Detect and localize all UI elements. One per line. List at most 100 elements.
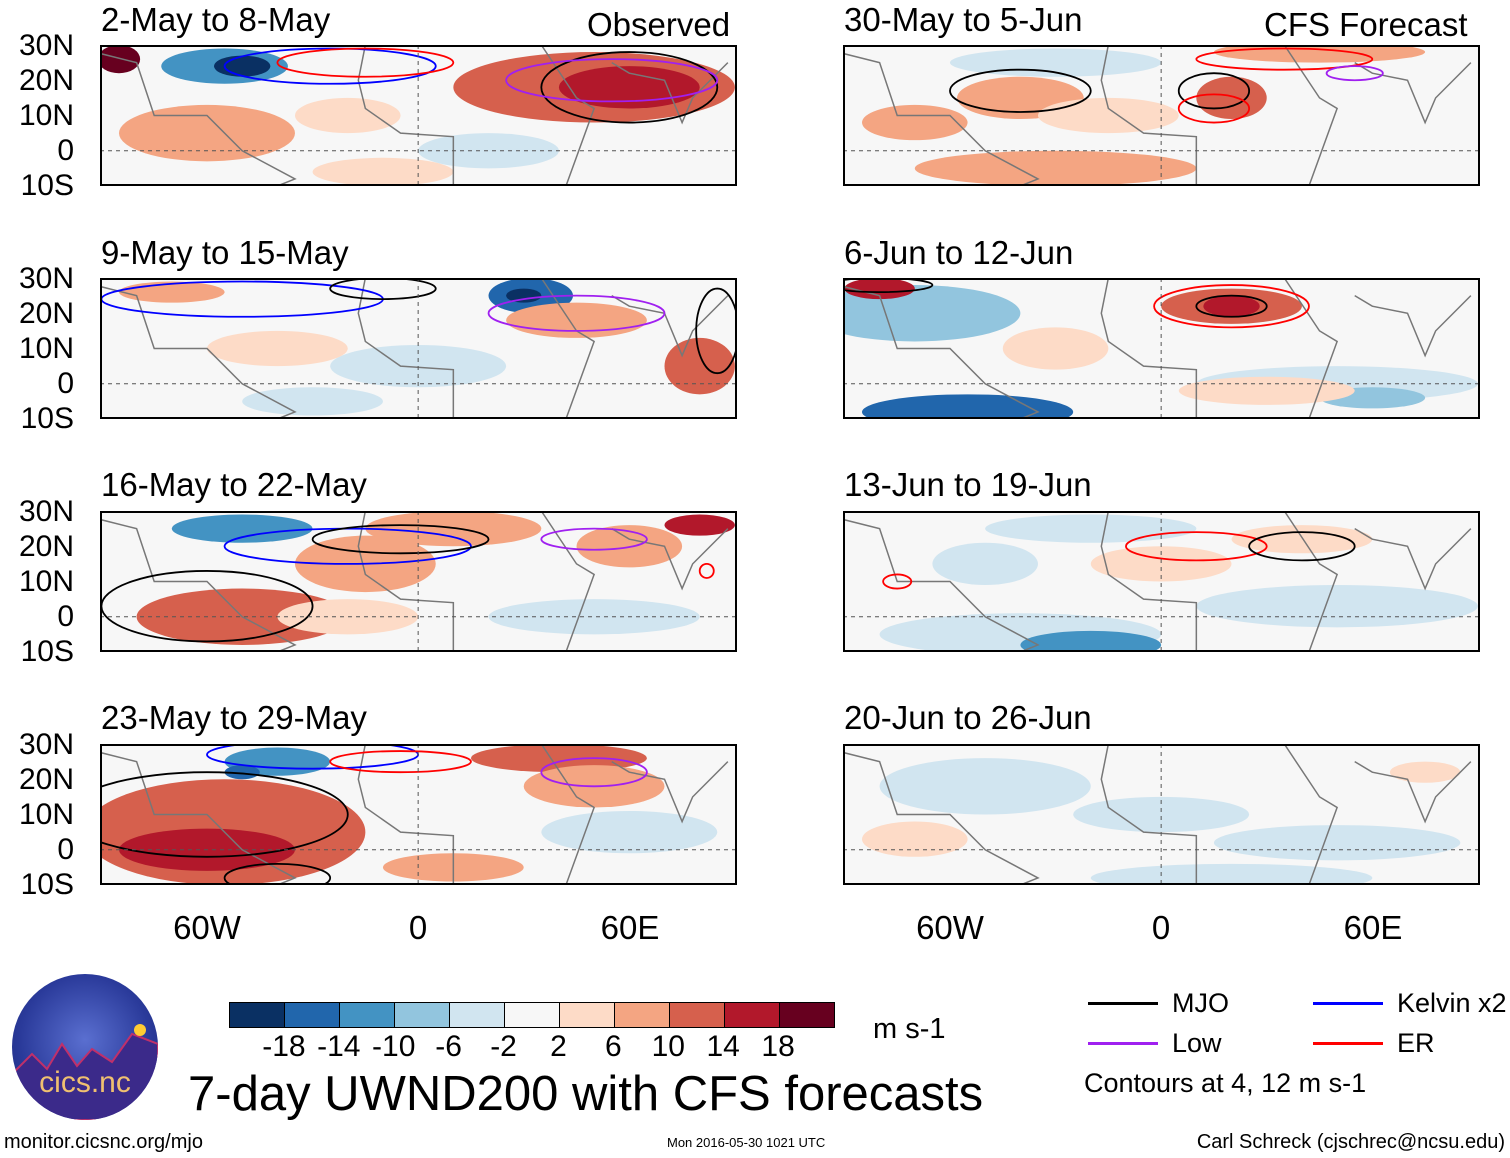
map-panel (100, 278, 737, 419)
anomaly-shading (506, 302, 647, 338)
mjo-contour (1177, 72, 1251, 110)
anomaly-shading (214, 55, 271, 77)
coastline (1354, 760, 1472, 824)
anomaly-shading (242, 387, 383, 416)
coastline (1283, 278, 1339, 419)
anomaly-shading (914, 150, 1197, 186)
footer-timestamp: Mon 2016-05-30 1021 UTC (667, 1135, 826, 1150)
low-contour (540, 527, 648, 551)
coastline (1100, 45, 1198, 186)
coastline (611, 527, 729, 591)
coastline (1100, 278, 1198, 419)
colorbar-swatch (725, 1003, 780, 1027)
colorbar-tick-label: -14 (317, 1030, 361, 1063)
panel-title: 20-Jun to 26-Jun (844, 699, 1092, 736)
column-header-observed: Observed (587, 6, 731, 43)
anomaly-shading (862, 394, 1074, 419)
y-tick-label: 0 (57, 134, 74, 167)
coastline (611, 294, 729, 358)
y-tick-label: 0 (57, 367, 74, 400)
colorbar-swatch (505, 1003, 560, 1027)
colorbar-tick-label: -18 (262, 1030, 306, 1063)
colorbar-tick-label: -2 (490, 1030, 517, 1063)
anomaly-shading (294, 97, 401, 134)
anomaly-shading (1178, 376, 1355, 405)
anomaly-shading (312, 157, 454, 186)
anomaly-shading (932, 542, 1038, 586)
panel-frame (843, 278, 1480, 419)
mjo-contour (843, 278, 934, 293)
low-contour (487, 294, 666, 332)
y-tick-label: 10N (18, 332, 74, 365)
coastline (843, 52, 1040, 186)
map-panel (100, 744, 737, 885)
x-tick-label: 60E (600, 909, 660, 946)
figure-title: 7-day UWND200 with CFS forecasts (188, 1067, 984, 1121)
anomaly-shading (1037, 97, 1179, 134)
mjo-contour (1248, 531, 1356, 562)
footer-url[interactable]: monitor.cicsnc.org/mjo (4, 1131, 203, 1153)
y-tick-label: 30N (18, 29, 74, 62)
map-panel (843, 278, 1480, 419)
colorbar-tick-label: 14 (706, 1030, 740, 1063)
low-contour (1325, 65, 1384, 82)
coastline (1283, 511, 1339, 652)
logo-text: cics.nc (39, 1066, 131, 1099)
colorbar-tick-label: 18 (761, 1030, 795, 1063)
coastline (540, 278, 596, 419)
coastline (1100, 511, 1198, 652)
panel-frame (100, 744, 737, 885)
column-header-forecast: CFS Forecast (1264, 6, 1468, 43)
coastline (1354, 294, 1472, 358)
coastline (540, 45, 596, 186)
colorbar-swatch (230, 1003, 285, 1027)
footer-author: Carl Schreck (cjschrec@ncsu.edu) (1196, 1131, 1505, 1153)
y-tick-label: 20N (18, 297, 74, 330)
legend-label: Low (1172, 1028, 1222, 1058)
coastline (1283, 45, 1339, 186)
anomaly-shading (664, 337, 735, 395)
coastline (1354, 61, 1472, 125)
anomaly-shading (506, 288, 542, 303)
mjo-contour (1195, 294, 1268, 318)
coastline (843, 518, 1040, 652)
anomaly-shading (1196, 585, 1478, 628)
er-contour (698, 562, 715, 579)
legend-line-mjo (1088, 1002, 1158, 1005)
colorbar-swatch (780, 1003, 834, 1027)
colorbar (229, 1002, 835, 1028)
colorbar-swatch (670, 1003, 725, 1027)
coastline (843, 751, 1040, 885)
legend-note: Contours at 4, 12 m s-1 (1084, 1068, 1367, 1098)
y-tick-label: 0 (57, 833, 74, 866)
anomaly-shading (1020, 630, 1162, 652)
colorbar-swatch (285, 1003, 340, 1027)
anomaly-shading (1073, 796, 1250, 833)
colorbar-tick-label: 10 (651, 1030, 685, 1063)
anomaly-shading (224, 765, 260, 780)
coastline (100, 518, 297, 652)
mjo-contour (223, 862, 332, 885)
panel-frame (843, 744, 1480, 885)
anomaly-shading (1090, 863, 1373, 885)
anomaly-shading (879, 758, 1091, 815)
coastline (1354, 527, 1472, 591)
mjo-contour (949, 68, 1092, 113)
y-tick-label: 10S (20, 169, 74, 202)
mjo-contour (540, 51, 719, 124)
legend-line-low (1088, 1042, 1158, 1045)
low-contour (505, 58, 719, 103)
x-tick-label: 0 (1151, 909, 1171, 946)
mjo-contour (329, 278, 437, 301)
anomaly-shading (541, 810, 718, 854)
coastline (357, 511, 455, 652)
coastline (100, 285, 297, 419)
mjo-contour (695, 287, 737, 375)
coastline (100, 751, 297, 885)
panel-title: 23-May to 29-May (101, 699, 367, 736)
panel-title: 13-Jun to 19-Jun (844, 466, 1092, 503)
cics-logo: cics.nc (12, 974, 158, 1120)
y-tick-label: 10S (20, 402, 74, 435)
mjo-contour (311, 524, 490, 555)
anomaly-shading (1231, 525, 1373, 554)
